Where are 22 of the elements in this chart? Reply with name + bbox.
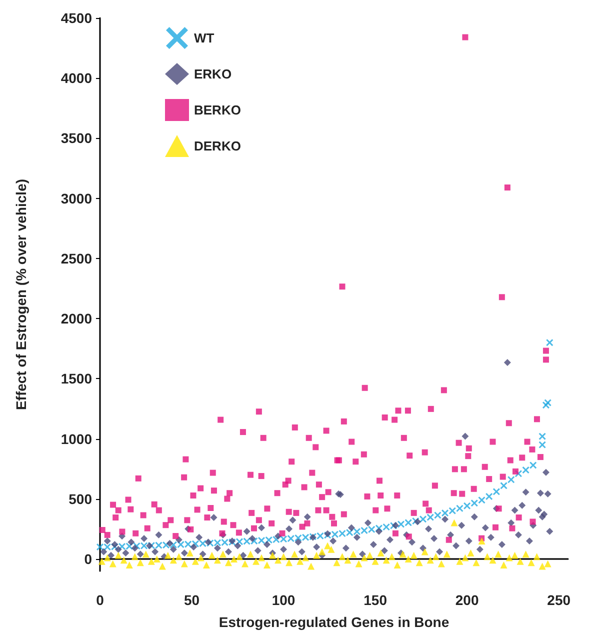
x-tick-label: 250 (547, 592, 571, 608)
y-tick-label: 1000 (60, 430, 92, 447)
legend-label: ERKO (194, 66, 232, 82)
y-axis-title: Effect of Estrogen (% over vehicle) (13, 178, 29, 410)
y-tick-label: 4000 (60, 70, 92, 86)
y-tick-label: 0 (84, 550, 92, 567)
legend-label: BERKO (194, 102, 241, 118)
y-tick-label: 3500 (60, 130, 92, 146)
y-tick-label: 2500 (60, 250, 92, 266)
legend-label: WT (194, 30, 214, 46)
x-tick-label: 200 (455, 592, 479, 608)
x-tick-label: 100 (272, 592, 296, 608)
y-tick-label: 2000 (60, 310, 92, 327)
x-tick-label: 150 (364, 592, 388, 608)
x-axis-title: Estrogen-regulated Genes in Bone (218, 614, 450, 630)
legend-label: DERKO (194, 138, 241, 154)
x-tick-label: 50 (184, 592, 200, 608)
y-tick-label: 4500 (60, 10, 92, 26)
y-tick-label: 3000 (60, 190, 92, 206)
y-tick-label: 1500 (60, 370, 92, 387)
x-tick-label: 0 (96, 592, 104, 608)
y-tick-label: 500 (68, 490, 92, 507)
